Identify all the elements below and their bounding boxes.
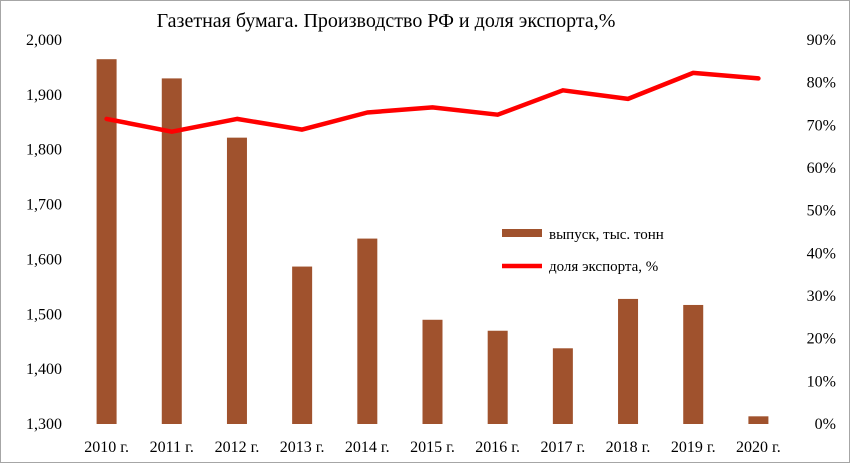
- category-label: 2020 г.: [736, 439, 781, 456]
- bar: [357, 238, 378, 424]
- bar: [618, 298, 639, 424]
- bar: [96, 59, 117, 424]
- legend-swatch-bar: [502, 229, 542, 237]
- category-label: 2018 г.: [606, 439, 651, 456]
- bar: [552, 348, 573, 424]
- left-tick-label: 1,600: [26, 251, 62, 268]
- category-label: 2019 г.: [671, 439, 716, 456]
- bar: [292, 266, 313, 424]
- bar-series: [96, 59, 769, 425]
- category-label: 2013 г.: [280, 439, 325, 456]
- left-tick-label: 1,800: [26, 142, 62, 159]
- left-tick-label: 1,300: [26, 416, 62, 433]
- right-tick-label: 50%: [807, 203, 836, 220]
- left-tick-label: 2,000: [26, 32, 62, 49]
- right-tick-label: 0%: [815, 416, 836, 433]
- legend-label-bar: выпуск, тыс. тонн: [549, 227, 664, 243]
- category-label: 2010 г.: [84, 439, 129, 456]
- right-tick-label: 60%: [807, 160, 836, 177]
- bar: [487, 330, 508, 424]
- category-label: 2016 г.: [475, 439, 520, 456]
- right-tick-label: 40%: [807, 245, 836, 262]
- left-tick-label: 1,400: [26, 361, 62, 378]
- x-axis: 2010 г. 2011 г. 2012 г. 2013 г. 2014 г. 2015 …: [84, 439, 781, 456]
- bar: [226, 137, 247, 424]
- left-tick-label: 1,700: [26, 197, 62, 214]
- left-tick-label: 1,900: [26, 87, 62, 104]
- right-tick-label: 80%: [807, 75, 836, 92]
- bar: [422, 319, 443, 424]
- category-label: 2011 г.: [150, 439, 194, 456]
- right-axis: 0% 10% 20% 30% 40% 50% 60% 70% 80% 90%: [807, 32, 836, 433]
- line-path: [104, 70, 761, 134]
- category-label: 2012 г.: [215, 439, 260, 456]
- category-label: 2017 г.: [540, 439, 585, 456]
- bar: [683, 304, 704, 424]
- category-label: 2014 г.: [345, 439, 390, 456]
- category-label: 2015 г.: [410, 439, 455, 456]
- bar: [161, 78, 182, 425]
- line-series: [104, 70, 761, 134]
- chart-title: Газетная бумага. Производство РФ и доля …: [157, 10, 616, 32]
- legend: выпуск, тыс. тонн доля экспорта, %: [502, 227, 664, 275]
- right-tick-label: 90%: [807, 32, 836, 49]
- legend-label-line: доля экспорта, %: [549, 259, 658, 275]
- right-tick-label: 20%: [807, 331, 836, 348]
- bar: [748, 416, 769, 424]
- right-tick-label: 30%: [807, 288, 836, 305]
- right-tick-label: 10%: [807, 373, 836, 390]
- right-tick-label: 70%: [807, 117, 836, 134]
- left-tick-label: 1,500: [26, 306, 62, 323]
- left-axis: 1,300 1,400 1,500 1,600 1,700 1,800 1,900 2,000: [26, 32, 62, 433]
